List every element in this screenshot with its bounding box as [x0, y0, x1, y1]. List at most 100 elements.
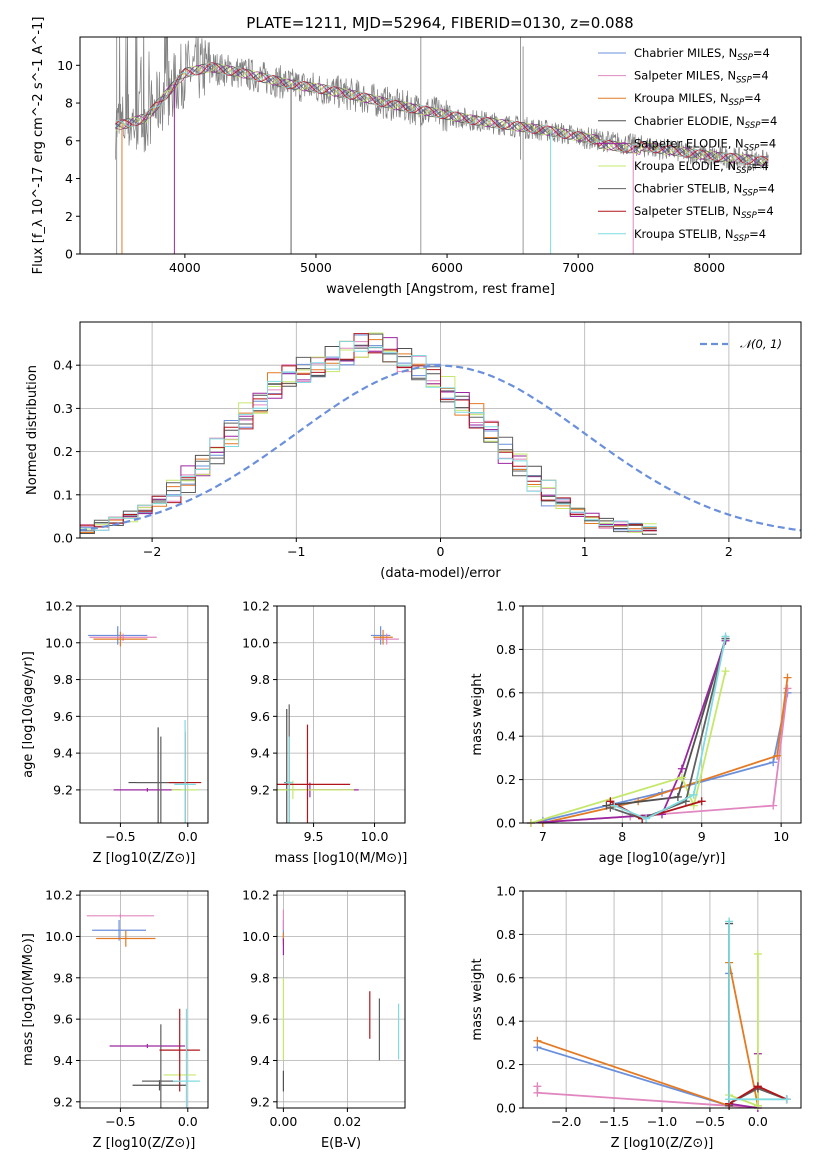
legend-subscript: SSP	[742, 189, 758, 199]
legend-label: Chabrier MILES, NSSP=4	[634, 46, 770, 63]
y-tick-label: 0.8	[496, 642, 516, 657]
mass-weight-marker	[677, 773, 686, 782]
mass-weight-marker	[725, 1095, 734, 1104]
mass-weight-marker	[610, 801, 619, 810]
mass-weight-marker	[606, 797, 615, 806]
x-tick-label: −2	[143, 544, 161, 559]
y-axis-label: age [log10(age/yr)]	[21, 651, 36, 778]
axes-frame	[276, 890, 406, 1109]
legend-subscript: SSP	[745, 121, 761, 131]
y-tick-label: 9.8	[250, 970, 270, 985]
legend-label: Chabrier ELODIE, NSSP=4	[634, 114, 777, 131]
x-tick-label: −1.0	[647, 1114, 677, 1129]
mass-weight-marker	[642, 814, 651, 823]
x-tick-label: 2	[725, 544, 733, 559]
y-tick-label: 9.8	[250, 672, 270, 687]
y-tick-label: 0.1	[53, 487, 73, 502]
axes-frame	[79, 890, 209, 1109]
y-tick-label: 9.8	[53, 672, 73, 687]
x-tick-label: 8000	[693, 260, 725, 275]
x-tick-label: 1	[581, 544, 589, 559]
y-tick-label: 2	[65, 209, 73, 224]
y-tick-label: 0.0	[53, 531, 73, 546]
legend-series-name: Salpeter STELIB, N	[634, 204, 741, 218]
histogram-step-line	[80, 340, 657, 531]
mass-weight-line	[613, 636, 727, 820]
legend-count: =4	[744, 91, 761, 105]
age-vs-mass-panel: 9.5 10.0 9.2 9.4 9.6 9.8 10.0 10.2 mass [log10(M…	[242, 599, 408, 867]
legend-count: =4	[760, 114, 777, 128]
axes-frame	[522, 605, 802, 824]
y-axis-label: Normed distribution	[25, 365, 40, 495]
mass-weight-marker	[721, 632, 730, 641]
legend-count: =4	[749, 227, 766, 241]
x-tick-label: −1.5	[599, 1114, 629, 1129]
mass-weight-marker	[773, 751, 782, 760]
x-tick-label: −0.5	[105, 1114, 135, 1129]
y-tick-label: 9.4	[53, 746, 73, 761]
model-spectrum-line	[115, 62, 769, 166]
y-tick-label: 0.2	[496, 1057, 516, 1072]
model-spectrum-line	[115, 64, 769, 166]
x-tick-label: 0.00	[269, 1114, 297, 1129]
x-tick-label: 5000	[300, 260, 332, 275]
y-axis-label: mass weight	[470, 958, 485, 1040]
y-tick-label: 10.2	[242, 599, 270, 614]
y-tick-label: 10.0	[45, 635, 73, 650]
y-tick-label: 10.2	[45, 599, 73, 614]
legend-subscript: SSP	[734, 234, 750, 244]
y-tick-label: 0.8	[496, 927, 516, 942]
legend-series-name: Kroupa MILES, N	[634, 91, 729, 105]
y-tick-label: 0.4	[496, 729, 516, 744]
x-axis-label: Z [log10(Z/Z⊙)]	[611, 1136, 714, 1151]
x-tick-label: 4000	[169, 260, 201, 275]
mass-weight-marker	[725, 917, 734, 926]
mass-weight-marker	[769, 758, 778, 767]
x-tick-label: 9.5	[304, 829, 324, 844]
mass-weight-marker	[783, 673, 792, 682]
y-tick-label: 10.2	[45, 888, 73, 903]
legend-count: =4	[752, 159, 769, 173]
y-tick-label: 9.6	[53, 709, 73, 724]
y-tick-label: 9.2	[53, 782, 73, 797]
legend-label: Kroupa STELIB, NSSP=4	[634, 227, 766, 244]
legend-count: =4	[758, 182, 775, 196]
legend-label: Salpeter STELIB, NSSP=4	[634, 204, 774, 221]
model-spectrum-line	[115, 63, 769, 167]
legend-series-name: Salpeter ELODIE, N	[634, 136, 744, 150]
legend-label: Salpeter MILES, NSSP=4	[634, 69, 769, 86]
mass-weight-marker	[677, 764, 686, 773]
x-tick-label: 0.0	[178, 1114, 198, 1129]
age-vs-metallicity-panel: −0.5 0.0 9.2 9.4 9.6 9.8 10.0 10.2 Z [log10(Z/Z⊙…	[21, 599, 209, 866]
legend-series-name: Salpeter MILES, N	[634, 69, 736, 83]
x-tick-label: 10	[773, 829, 789, 844]
legend-count: =4	[757, 204, 774, 218]
chart-title: PLATE=1211, MJD=52964, FIBERID=0130, z=0…	[246, 14, 633, 32]
x-tick-label: 9	[698, 829, 706, 844]
legend-label: Chabrier STELIB, NSSP=4	[634, 182, 775, 199]
y-tick-label: 9.4	[250, 1053, 270, 1068]
y-tick-label: 10.2	[242, 888, 270, 903]
legend-series-name: Chabrier MILES, N	[634, 46, 737, 60]
mass-weight-marker	[753, 949, 762, 958]
legend-series-name: Chabrier ELODIE, N	[634, 114, 745, 128]
y-tick-label: 9.2	[53, 1094, 73, 1109]
mass-weight-line	[542, 677, 789, 823]
axes-frame	[79, 605, 209, 824]
legend-count: =4	[759, 136, 776, 150]
mass-weight-marker	[721, 667, 730, 676]
legend-label: Kroupa ELODIE, NSSP=4	[634, 159, 769, 176]
mass-weight-marker	[689, 790, 698, 799]
normal-reference-curve	[80, 364, 801, 532]
y-tick-label: 0.2	[496, 772, 516, 787]
axes-frame	[522, 890, 802, 1109]
mass-vs-metallicity-panel: −0.5 0.0 9.2 9.4 9.6 9.8 10.0 10.2 Z [log10(Z/Z⊙…	[21, 888, 209, 1151]
legend-label: Kroupa MILES, NSSP=4	[634, 91, 761, 108]
residual-histogram-panel: −2 −1 0 1 2 0.0 0.1 0.2 0.3 0.4 (data-model)/error…	[25, 321, 802, 581]
x-tick-label: 0.02	[333, 1114, 361, 1129]
y-tick-label: 0.6	[496, 685, 516, 700]
mass-weight-marker	[533, 1036, 542, 1045]
y-tick-label: 10.0	[45, 929, 73, 944]
x-axis-label: mass [log10(M/M⊙)]	[275, 851, 408, 866]
y-tick-label: 10.0	[242, 635, 270, 650]
